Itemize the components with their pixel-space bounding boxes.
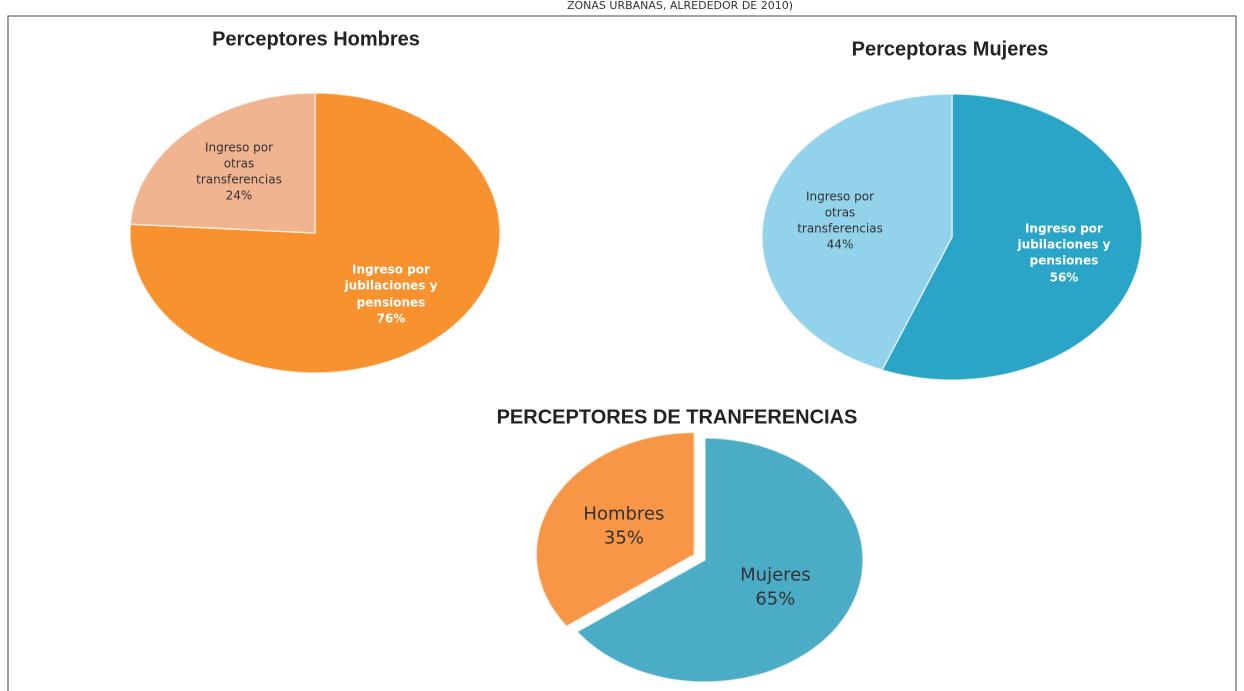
slice-category: Hombres — [583, 503, 665, 525]
frame — [7, 15, 1237, 691]
slice-value-label: 65% — [755, 588, 796, 610]
slice-value-label: 44% — [826, 238, 854, 253]
slice-value-label: 24% — [225, 188, 253, 203]
slice-label: Hombres 35% — [564, 503, 684, 552]
pie-slice — [129, 92, 501, 374]
slice-label: Ingreso por jubilaciones y pensiones 76% — [341, 262, 441, 327]
slice-value-label: 35% — [603, 527, 644, 549]
pie-slice — [129, 92, 316, 234]
pie-slice — [880, 93, 1143, 381]
chart-title: PERCEPTORES DE TRANFERENCIAS — [497, 406, 858, 428]
pie-slice — [761, 93, 953, 371]
slice-category: Ingreso por jubilaciones y pensiones — [1017, 221, 1111, 269]
slice-value-label: 76% — [376, 311, 406, 326]
slice-value-label: 56% — [1049, 270, 1079, 285]
header: ZONAS URBANAS, ALREDEDOR DE 2010) — [567, 0, 793, 12]
chart-title: Perceptoras Mujeres — [852, 38, 1049, 60]
slice-label: Ingreso por jubilaciones y pensiones 56% — [1014, 221, 1114, 286]
pie-slice — [535, 431, 696, 628]
slice-label: Ingreso por otras transferencias 44% — [790, 189, 890, 254]
slice-category: Ingreso por otras transferencias — [797, 189, 883, 236]
slice-label: Ingreso por otras transferencias 24% — [189, 139, 289, 204]
slice-category: Ingreso por otras transferencias — [196, 140, 282, 187]
slice-label: Mujeres 65% — [715, 563, 835, 612]
chart-title: Perceptores Hombres — [212, 28, 420, 50]
pie-slice — [575, 437, 864, 683]
slice-category: Mujeres — [740, 564, 811, 586]
slice-category: Ingreso por jubilaciones y pensiones — [344, 262, 438, 310]
